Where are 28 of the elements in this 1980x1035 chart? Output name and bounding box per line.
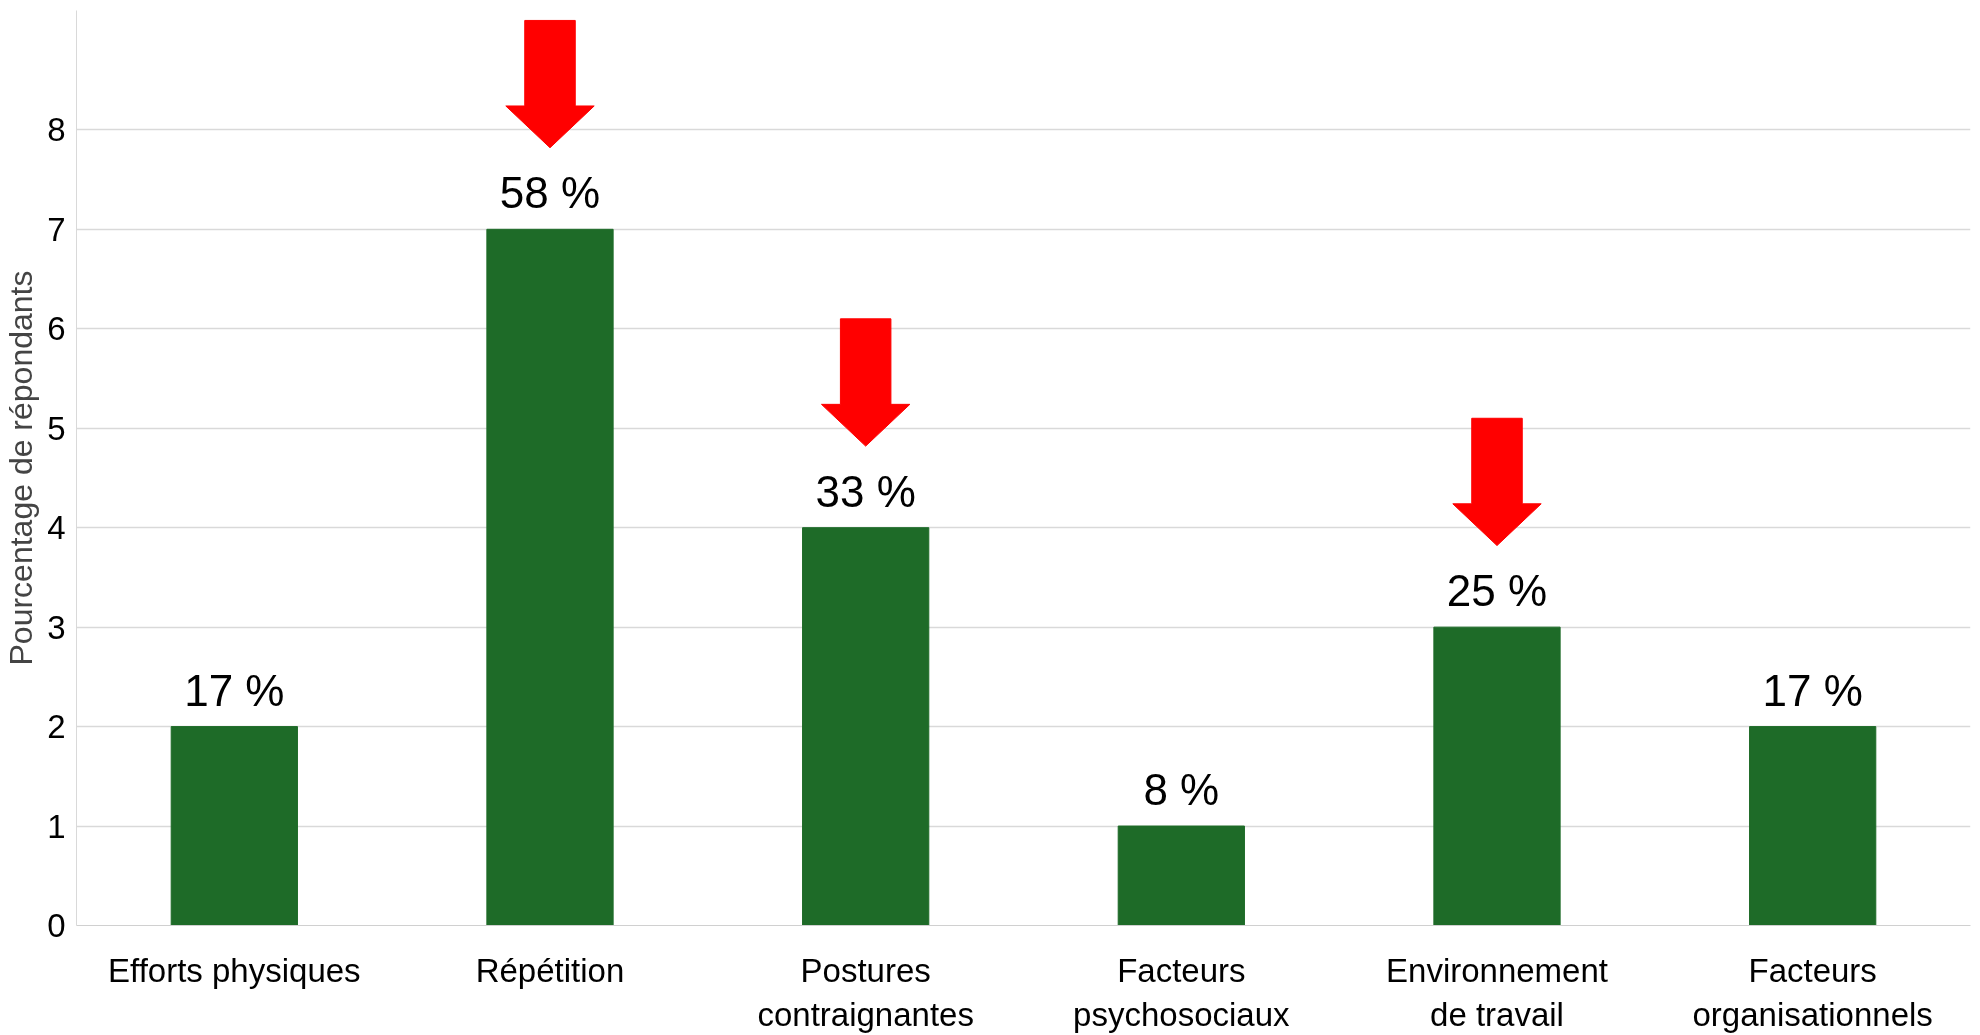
y-tick-label: 6 [47, 310, 66, 348]
y-tick-label: 3 [47, 608, 66, 646]
x-tick-label: Facteurs organisationnels [1692, 951, 1933, 1033]
y-tick-label: 1 [47, 807, 66, 845]
y-tick-label: 5 [47, 409, 66, 447]
x-tick-label: Efforts physiques [108, 951, 361, 989]
x-tick-label: Facteurs psychosociaux [1073, 951, 1291, 1033]
y-tick-label: 4 [47, 509, 66, 547]
bar [486, 228, 614, 926]
bar [802, 527, 930, 926]
annotation: 8 % [1143, 765, 1220, 815]
bar [170, 726, 298, 926]
y-tick-label: 7 [47, 210, 66, 248]
bar [1749, 726, 1877, 926]
y-tick-label: 8 [47, 111, 66, 149]
annotation: 17 % [184, 665, 285, 715]
annotation: 33 % [815, 466, 916, 516]
x-tick-label: Répétition [475, 951, 625, 989]
annotation: 17 % [1762, 665, 1863, 715]
x-tick-label: Postures contraignantes [757, 951, 974, 1033]
x-tick-label: Environnement de travail [1386, 951, 1608, 1033]
y-tick-label: 0 [47, 907, 66, 944]
annotation: 58 % [499, 168, 601, 218]
bar [1117, 825, 1245, 926]
annotation: 25 % [1446, 566, 1548, 616]
y-axis-title: Pourcentage de répondants [3, 270, 40, 666]
y-tick-label: 2 [47, 708, 66, 746]
bar [1433, 626, 1561, 926]
